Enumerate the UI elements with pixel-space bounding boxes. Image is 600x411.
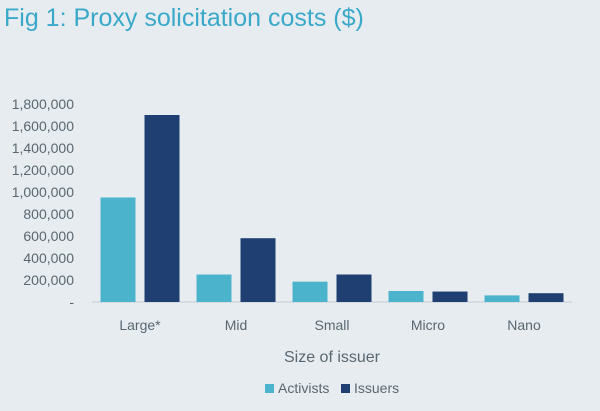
legend-label-activists: Activists bbox=[278, 380, 329, 396]
bar-issuers-0 bbox=[144, 115, 180, 302]
category-label: Nano bbox=[507, 317, 541, 333]
bar-activists-4 bbox=[484, 295, 520, 302]
category-label: Large* bbox=[119, 317, 161, 333]
y-tick-label: 1,600,000 bbox=[12, 118, 74, 134]
category-label: Micro bbox=[411, 317, 445, 333]
bar-issuers-2 bbox=[336, 274, 372, 302]
legend-label-issuers: Issuers bbox=[354, 380, 399, 396]
legend-swatch-issuers bbox=[341, 384, 350, 393]
bar-issuers-1 bbox=[240, 238, 276, 302]
bar-issuers-3 bbox=[432, 291, 468, 302]
y-tick-label: 600,000 bbox=[23, 228, 74, 244]
bar-issuers-4 bbox=[528, 293, 564, 302]
x-axis-label: Size of issuer bbox=[284, 349, 381, 366]
category-label: Mid bbox=[225, 317, 248, 333]
bar-activists-3 bbox=[388, 291, 424, 302]
bar-activists-0 bbox=[100, 197, 136, 302]
y-tick-label: 800,000 bbox=[23, 206, 74, 222]
y-tick-label: 400,000 bbox=[23, 250, 74, 266]
bar-activists-1 bbox=[196, 274, 232, 302]
y-tick-label: - bbox=[69, 294, 74, 310]
y-tick-label: 1,400,000 bbox=[12, 140, 74, 156]
chart-title: Fig 1: Proxy solicitation costs ($) bbox=[4, 4, 364, 32]
y-tick-label: 1,800,000 bbox=[12, 96, 74, 112]
y-tick-label: 200,000 bbox=[23, 272, 74, 288]
legend-swatch-activists bbox=[265, 384, 274, 393]
category-label: Small bbox=[314, 317, 349, 333]
y-tick-label: 1,000,000 bbox=[12, 184, 74, 200]
bar-activists-2 bbox=[292, 281, 328, 302]
y-tick-label: 1,200,000 bbox=[12, 162, 74, 178]
